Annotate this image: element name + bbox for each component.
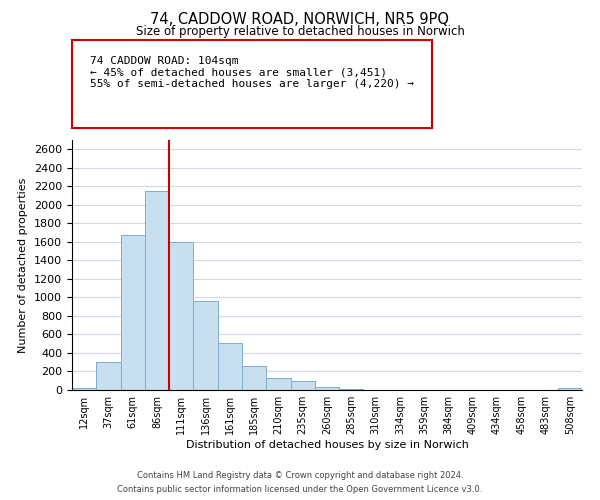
- Bar: [339, 388, 364, 390]
- Y-axis label: Number of detached properties: Number of detached properties: [19, 178, 28, 352]
- Text: Size of property relative to detached houses in Norwich: Size of property relative to detached ho…: [136, 25, 464, 38]
- Bar: [558, 388, 582, 390]
- Bar: [193, 301, 218, 390]
- Bar: [121, 236, 145, 390]
- Text: Contains HM Land Registry data © Crown copyright and database right 2024.: Contains HM Land Registry data © Crown c…: [137, 471, 463, 480]
- Text: 74, CADDOW ROAD, NORWICH, NR5 9PQ: 74, CADDOW ROAD, NORWICH, NR5 9PQ: [151, 12, 449, 28]
- Bar: [218, 343, 242, 390]
- Text: 74 CADDOW ROAD: 104sqm
← 45% of detached houses are smaller (3,451)
55% of semi-: 74 CADDOW ROAD: 104sqm ← 45% of detached…: [90, 56, 414, 89]
- Bar: [96, 362, 121, 390]
- Text: Contains public sector information licensed under the Open Government Licence v3: Contains public sector information licen…: [118, 485, 482, 494]
- Bar: [266, 378, 290, 390]
- X-axis label: Distribution of detached houses by size in Norwich: Distribution of detached houses by size …: [185, 440, 469, 450]
- Bar: [290, 381, 315, 390]
- Bar: [169, 242, 193, 390]
- Bar: [315, 387, 339, 390]
- Bar: [242, 366, 266, 390]
- Bar: [145, 191, 169, 390]
- Bar: [72, 388, 96, 390]
